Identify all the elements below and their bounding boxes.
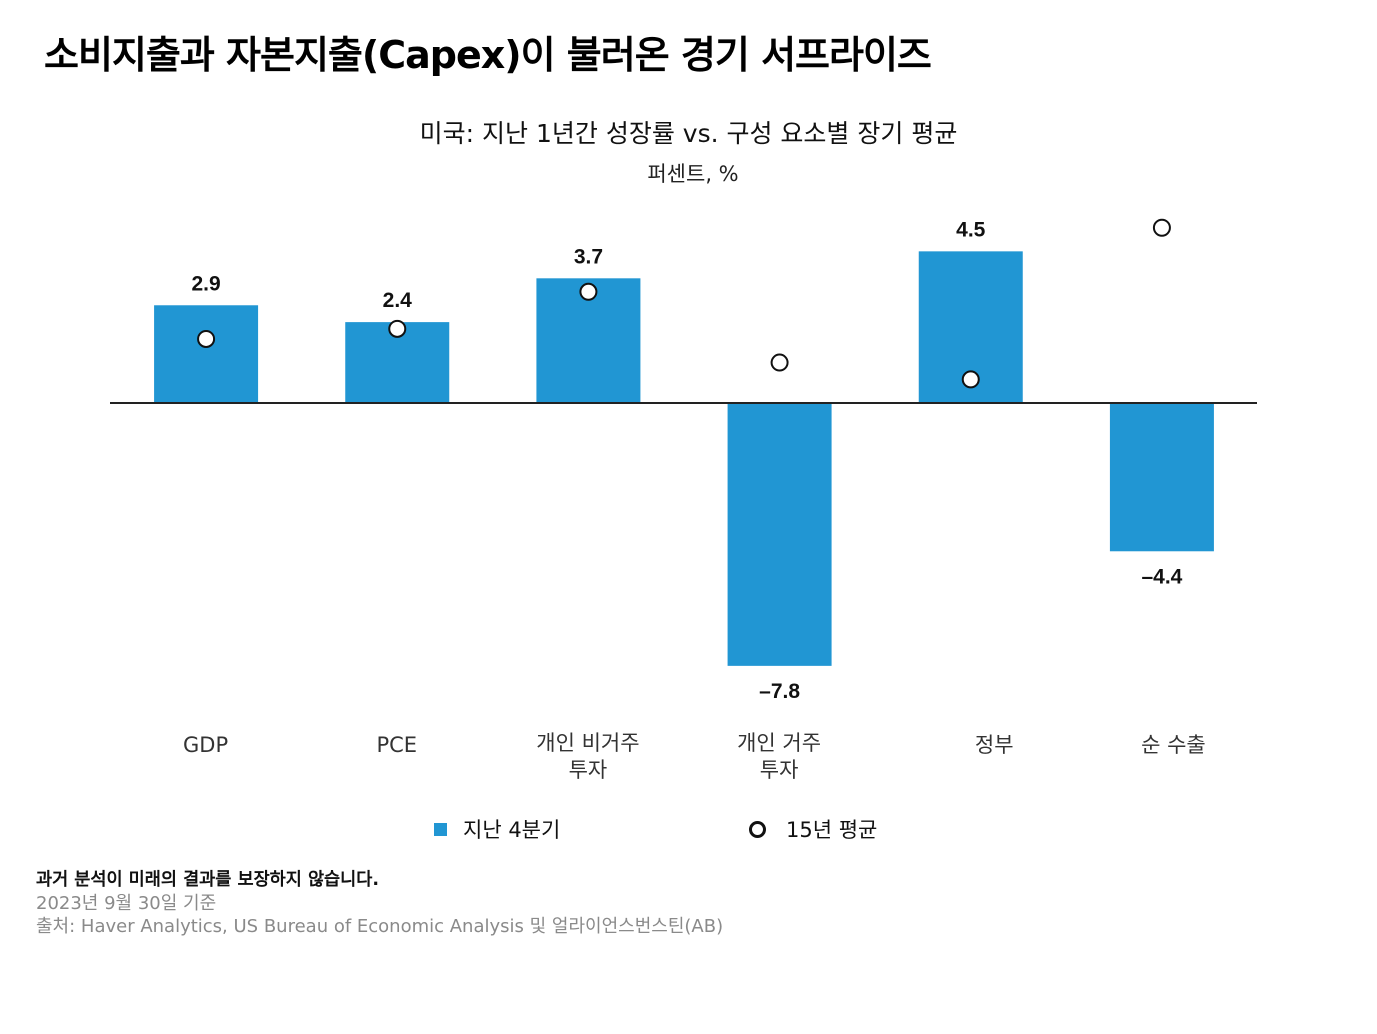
category-label: 투자 [760,758,799,782]
bar [1109,403,1214,552]
headline: 소비지출과 자본지출(Capex)이 불러온 경기 서프라이즈 [44,33,932,77]
chart-subtitle: 퍼센트, % [647,162,739,186]
bar [154,305,259,403]
data-label: 2.4 [383,289,413,312]
category-label: 순 수출 [1141,733,1206,757]
legend-label-average: 15년 평균 [786,818,878,842]
data-label: 3.7 [574,245,603,268]
legend-item-bars: 지난 4분기 [434,814,560,844]
category-label: PCE [376,733,417,757]
average-point [1152,218,1171,237]
data-label: –7.8 [759,680,800,703]
legend-item-average: 15년 평균 [749,814,877,844]
as-of-date: 2023년 9월 30일 기준 [36,893,217,914]
average-point [579,282,598,301]
bar [727,403,832,666]
source-note: 출처: Haver Analytics, US Bureau of Econom… [36,916,724,937]
disclaimer: 과거 분석이 미래의 결과를 보장하지 않습니다. [36,870,380,890]
average-point [961,370,980,389]
data-label: 2.9 [191,272,220,295]
category-label: 투자 [569,758,608,782]
open-circle-icon [749,820,766,838]
data-label: 4.5 [956,218,986,241]
category-label: GDP [183,733,228,757]
average-point [197,329,216,348]
average-point [388,319,407,338]
average-point [770,353,789,372]
category-label: 개인 비거주 [536,731,639,755]
data-label: –4.4 [1141,565,1182,588]
category-label: 개인 거주 [737,731,821,755]
legend-label-bars: 지난 4분기 [463,818,561,842]
chart-title: 미국: 지난 1년간 성장률 vs. 구성 요소별 장기 평균 [419,119,958,148]
category-label: 정부 [975,733,1014,757]
bar-swatch-icon [434,822,447,836]
